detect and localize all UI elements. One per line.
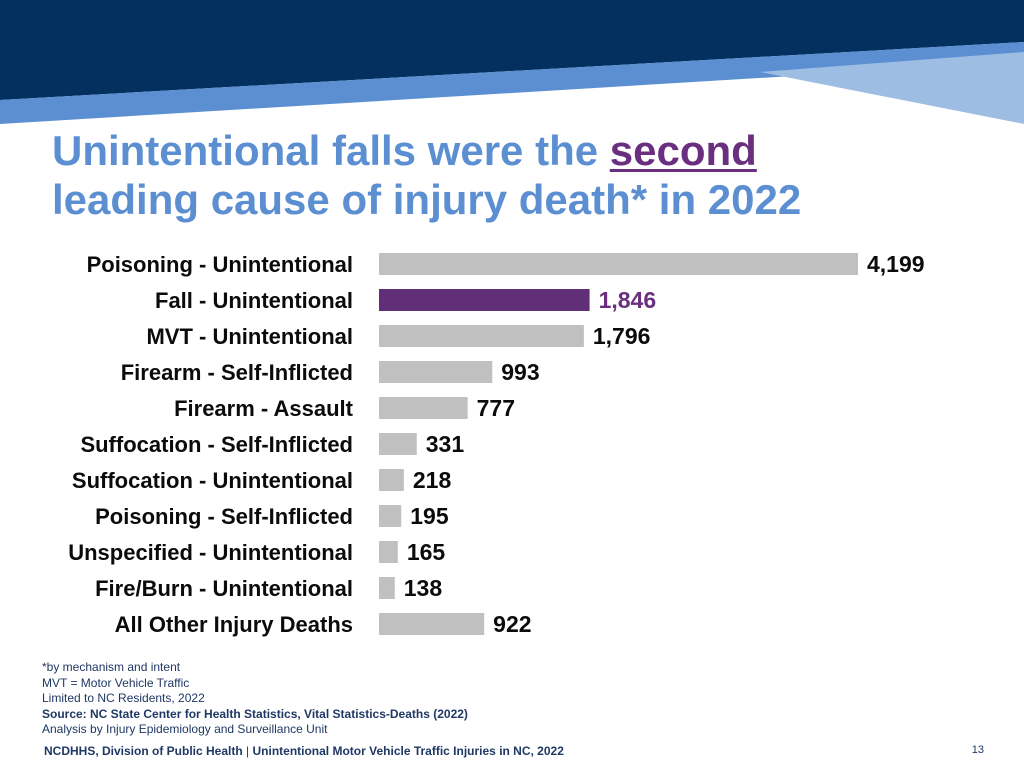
category-label: Poisoning - Unintentional (87, 252, 353, 277)
note-line: *by mechanism and intent (42, 660, 181, 674)
value-label: 138 (404, 575, 443, 601)
category-label: Poisoning - Self-Inflicted (95, 504, 353, 529)
category-label: Suffocation - Unintentional (72, 468, 353, 493)
header-banner (0, 0, 1024, 124)
banner-mid-band (0, 42, 1024, 124)
value-label: 1,846 (599, 287, 657, 313)
category-label: Fire/Burn - Unintentional (95, 576, 353, 601)
category-label: Unspecified - Unintentional (68, 540, 353, 565)
bar-highlighted (379, 289, 590, 311)
category-label: Suffocation - Self-Inflicted (80, 432, 353, 457)
bar (379, 361, 493, 383)
value-label: 165 (407, 539, 446, 565)
bar (379, 505, 402, 527)
value-label: 195 (410, 503, 449, 529)
value-label: 1,796 (593, 323, 651, 349)
category-label: MVT - Unintentional (146, 324, 353, 349)
value-label: 218 (413, 467, 452, 493)
analysis-line: Analysis by Injury Epidemiology and Surv… (42, 722, 328, 736)
value-label: 331 (426, 431, 465, 457)
bar (379, 325, 584, 347)
footer-topic: Unintentional Motor Vehicle Traffic Inju… (252, 744, 564, 758)
bar (379, 613, 485, 635)
footer-separator: | (242, 744, 253, 758)
value-label: 4,199 (867, 251, 925, 277)
bar (379, 397, 468, 419)
bar-chart: Poisoning - Unintentional 4,199 Fall - Uni… (68, 251, 925, 637)
value-label: 993 (501, 359, 539, 385)
category-label: All Other Injury Deaths (115, 612, 353, 637)
footnotes: *by mechanism and intent MVT = Motor Veh… (42, 660, 742, 738)
bar (379, 577, 395, 599)
banner-light-band (760, 52, 1024, 124)
title-emphasis: second (609, 127, 757, 174)
value-label: 922 (493, 611, 531, 637)
bar (379, 433, 417, 455)
value-label: 777 (477, 395, 515, 421)
source-line: Source: NC State Center for Health Stati… (42, 706, 468, 721)
note-line: MVT = Motor Vehicle Traffic (42, 675, 190, 690)
note-line: Limited to NC Residents, 2022 (42, 691, 205, 705)
footer-org: NCDHHS, Division of Public Health (44, 744, 243, 758)
page-number: 13 (971, 744, 984, 756)
title-part1: Unintentional falls were the (52, 127, 610, 174)
bar (379, 469, 404, 491)
banner-dark-band (0, 0, 1024, 100)
page-title: Unintentional falls were the second leadi… (52, 126, 952, 224)
category-label: Fall - Unintentional (155, 288, 353, 313)
category-label: Firearm - Self-Inflicted (121, 360, 353, 385)
bar (379, 253, 858, 275)
category-label: Firearm - Assault (174, 396, 354, 421)
bar (379, 541, 398, 563)
title-part2: leading cause of injury death* in 2022 (52, 176, 802, 223)
footer: NCDHHS, Division of Public Health | Unin… (44, 744, 844, 758)
